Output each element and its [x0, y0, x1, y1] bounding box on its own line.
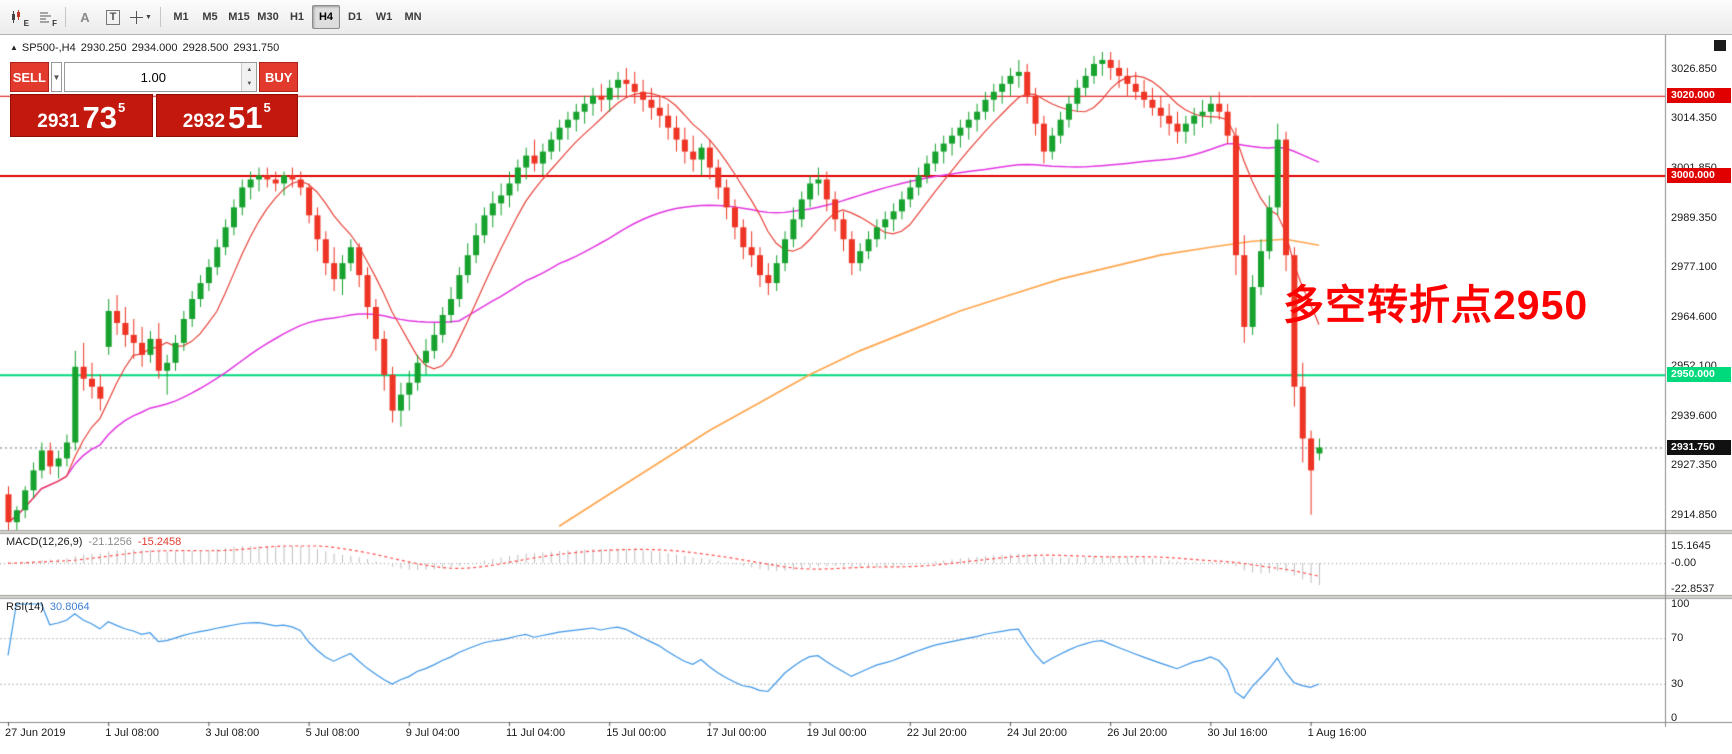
macd-main-value: -21.1256: [88, 536, 132, 548]
ohlc-low: 2928.500: [182, 42, 229, 54]
crosshair-tool-button[interactable]: ▼: [128, 5, 154, 29]
toolbar-separator: [160, 7, 161, 27]
rsi-axis-label: 70: [1671, 632, 1684, 645]
macd-panel-title: MACD(12,26,9) -21.1256 -15.2458: [6, 536, 187, 548]
time-axis-label: 1 Aug 16:00: [1307, 727, 1367, 739]
sell-button[interactable]: SELL: [10, 62, 49, 92]
time-axis-label: 26 Jul 20:00: [1107, 727, 1168, 739]
time-axis-label: 9 Jul 04:00: [405, 727, 460, 739]
buy-price-sup: 5: [263, 100, 271, 115]
time-axis-label: 19 Jul 00:00: [806, 727, 867, 739]
timeframe-m15[interactable]: M15: [225, 5, 253, 29]
time-axis-label: 24 Jul 20:00: [1007, 727, 1067, 739]
time-axis-label: 3 Jul 08:00: [205, 727, 260, 739]
volume-input[interactable]: [65, 63, 242, 91]
timeframe-h4[interactable]: H4: [312, 5, 340, 29]
ohlc-high: 2934.000: [131, 42, 178, 54]
price-axis-label: 2939.600: [1671, 410, 1717, 423]
price-axis-label: 2927.350: [1671, 459, 1717, 471]
chart-symbol-header: ▲ SP500-,H4 2930.250 2934.000 2928.500 2931.7…: [10, 42, 284, 54]
time-axis-label: 27 Jun 2019: [5, 727, 66, 739]
price-level-badge: 3020.000: [1667, 88, 1731, 104]
timeframe-m1[interactable]: M1: [167, 5, 195, 29]
time-axis-label: 17 Jul 00:00: [706, 727, 767, 739]
price-axis-label: 3026.850: [1671, 62, 1717, 75]
buy-price-display[interactable]: 2932 51 5: [155, 94, 298, 137]
price-level-badge: 3000.000: [1667, 167, 1731, 183]
rsi-axis-label: 100: [1671, 598, 1690, 610]
sell-price-sup: 5: [118, 100, 126, 115]
chevron-down-icon: ▼: [145, 13, 152, 21]
time-axis-label: 30 Jul 16:00: [1207, 727, 1268, 739]
volume-dropdown[interactable]: ▼: [50, 62, 63, 92]
chart-style-f-label: F: [52, 19, 57, 28]
price-axis-label: 2977.100: [1671, 260, 1717, 273]
buy-price-mid: 51: [228, 100, 263, 135]
time-axis-label: 22 Jul 20:00: [906, 727, 967, 739]
timeframe-w1[interactable]: W1: [370, 5, 398, 29]
symbol-marker-icon: ▲: [10, 43, 18, 52]
price-axis-label: 3014.350: [1671, 112, 1717, 125]
timeframe-group: M1 M5 M15 M30 H1 H4 D1 W1 MN: [167, 5, 427, 29]
buy-price-big: 2932: [182, 111, 226, 132]
timeframe-m30[interactable]: M30: [254, 5, 282, 29]
candlestick-chart-icon: [12, 10, 20, 23]
time-axis-label: 11 Jul 04:00: [506, 727, 566, 739]
macd-title-label: MACD(12,26,9): [6, 536, 83, 548]
chart-window: ▲ SP500-,H4 2930.250 2934.000 2928.500 2931.7…: [0, 35, 1732, 754]
price-axis-label: 2914.850: [1671, 508, 1717, 521]
chart-style-f-button[interactable]: F: [33, 5, 59, 29]
time-axis-label: 1 Jul 08:00: [105, 727, 160, 739]
one-click-trade-panel: SELL ▼ ▲ ▼ BUY 2931 73 5 2932 51 5: [10, 62, 298, 137]
rsi-axis-label: 30: [1671, 677, 1684, 690]
text-annotation-a-button[interactable]: A: [72, 5, 98, 29]
macd-axis-label: 15.1645: [1671, 540, 1711, 552]
sell-price-mid: 73: [82, 100, 118, 135]
rsi-panel-title: RSI(14) 30.8064: [6, 601, 96, 613]
macd-axis-label: -22.8537: [1671, 583, 1715, 595]
spin-up-icon[interactable]: ▲: [242, 63, 257, 77]
volume-spinner: ▲ ▼: [241, 63, 257, 91]
text-label-t-glyph: T: [105, 9, 121, 25]
symbol-name: SP500-,H4: [21, 42, 76, 54]
toolbar: E F A T ▼ M1 M5 M15 M30 H1 H4 D1 W1 MN: [0, 0, 1732, 35]
time-axis-label: 15 Jul 00:00: [606, 727, 667, 739]
sell-price-display[interactable]: 2931 73 5: [10, 94, 153, 137]
macd-signal-value: -15.2458: [137, 536, 182, 548]
spin-down-icon[interactable]: ▼: [242, 77, 257, 91]
price-chart-canvas[interactable]: [0, 35, 1732, 754]
chart-style-e-label: E: [23, 19, 29, 28]
sell-price-big: 2931: [37, 111, 80, 132]
ohlc-open: 2930.250: [80, 42, 127, 54]
macd-axis-label: -0.00: [1671, 557, 1697, 570]
timeframe-mn[interactable]: MN: [399, 5, 427, 29]
buy-button[interactable]: BUY: [259, 62, 298, 92]
timeframe-d1[interactable]: D1: [341, 5, 369, 29]
ohlc-close: 2931.750: [233, 42, 280, 54]
toolbar-separator: [65, 7, 66, 27]
price-level-badge: 2950.000: [1667, 367, 1731, 383]
chart-annotation-text: 多空转折点2950: [1283, 282, 1589, 328]
text-label-t-button[interactable]: T: [100, 5, 126, 29]
chart-shift-marker[interactable]: [1714, 40, 1726, 51]
rsi-title-label: RSI(14): [6, 601, 44, 613]
rsi-axis-label: 0: [1671, 712, 1678, 724]
chart-style-e-button[interactable]: E: [5, 5, 31, 29]
volume-field: ▲ ▼: [64, 62, 258, 92]
timeframe-m5[interactable]: M5: [196, 5, 224, 29]
price-axis-label: 2964.600: [1671, 310, 1717, 323]
current-price-badge: 2931.750: [1667, 439, 1731, 455]
price-axis-label: 2989.350: [1671, 211, 1717, 224]
bars-chart-icon: [40, 12, 51, 23]
timeframe-h1[interactable]: H1: [283, 5, 311, 29]
rsi-value: 30.8064: [49, 601, 90, 613]
time-axis-label: 5 Jul 08:00: [305, 727, 360, 739]
crosshair-icon: [130, 10, 144, 24]
